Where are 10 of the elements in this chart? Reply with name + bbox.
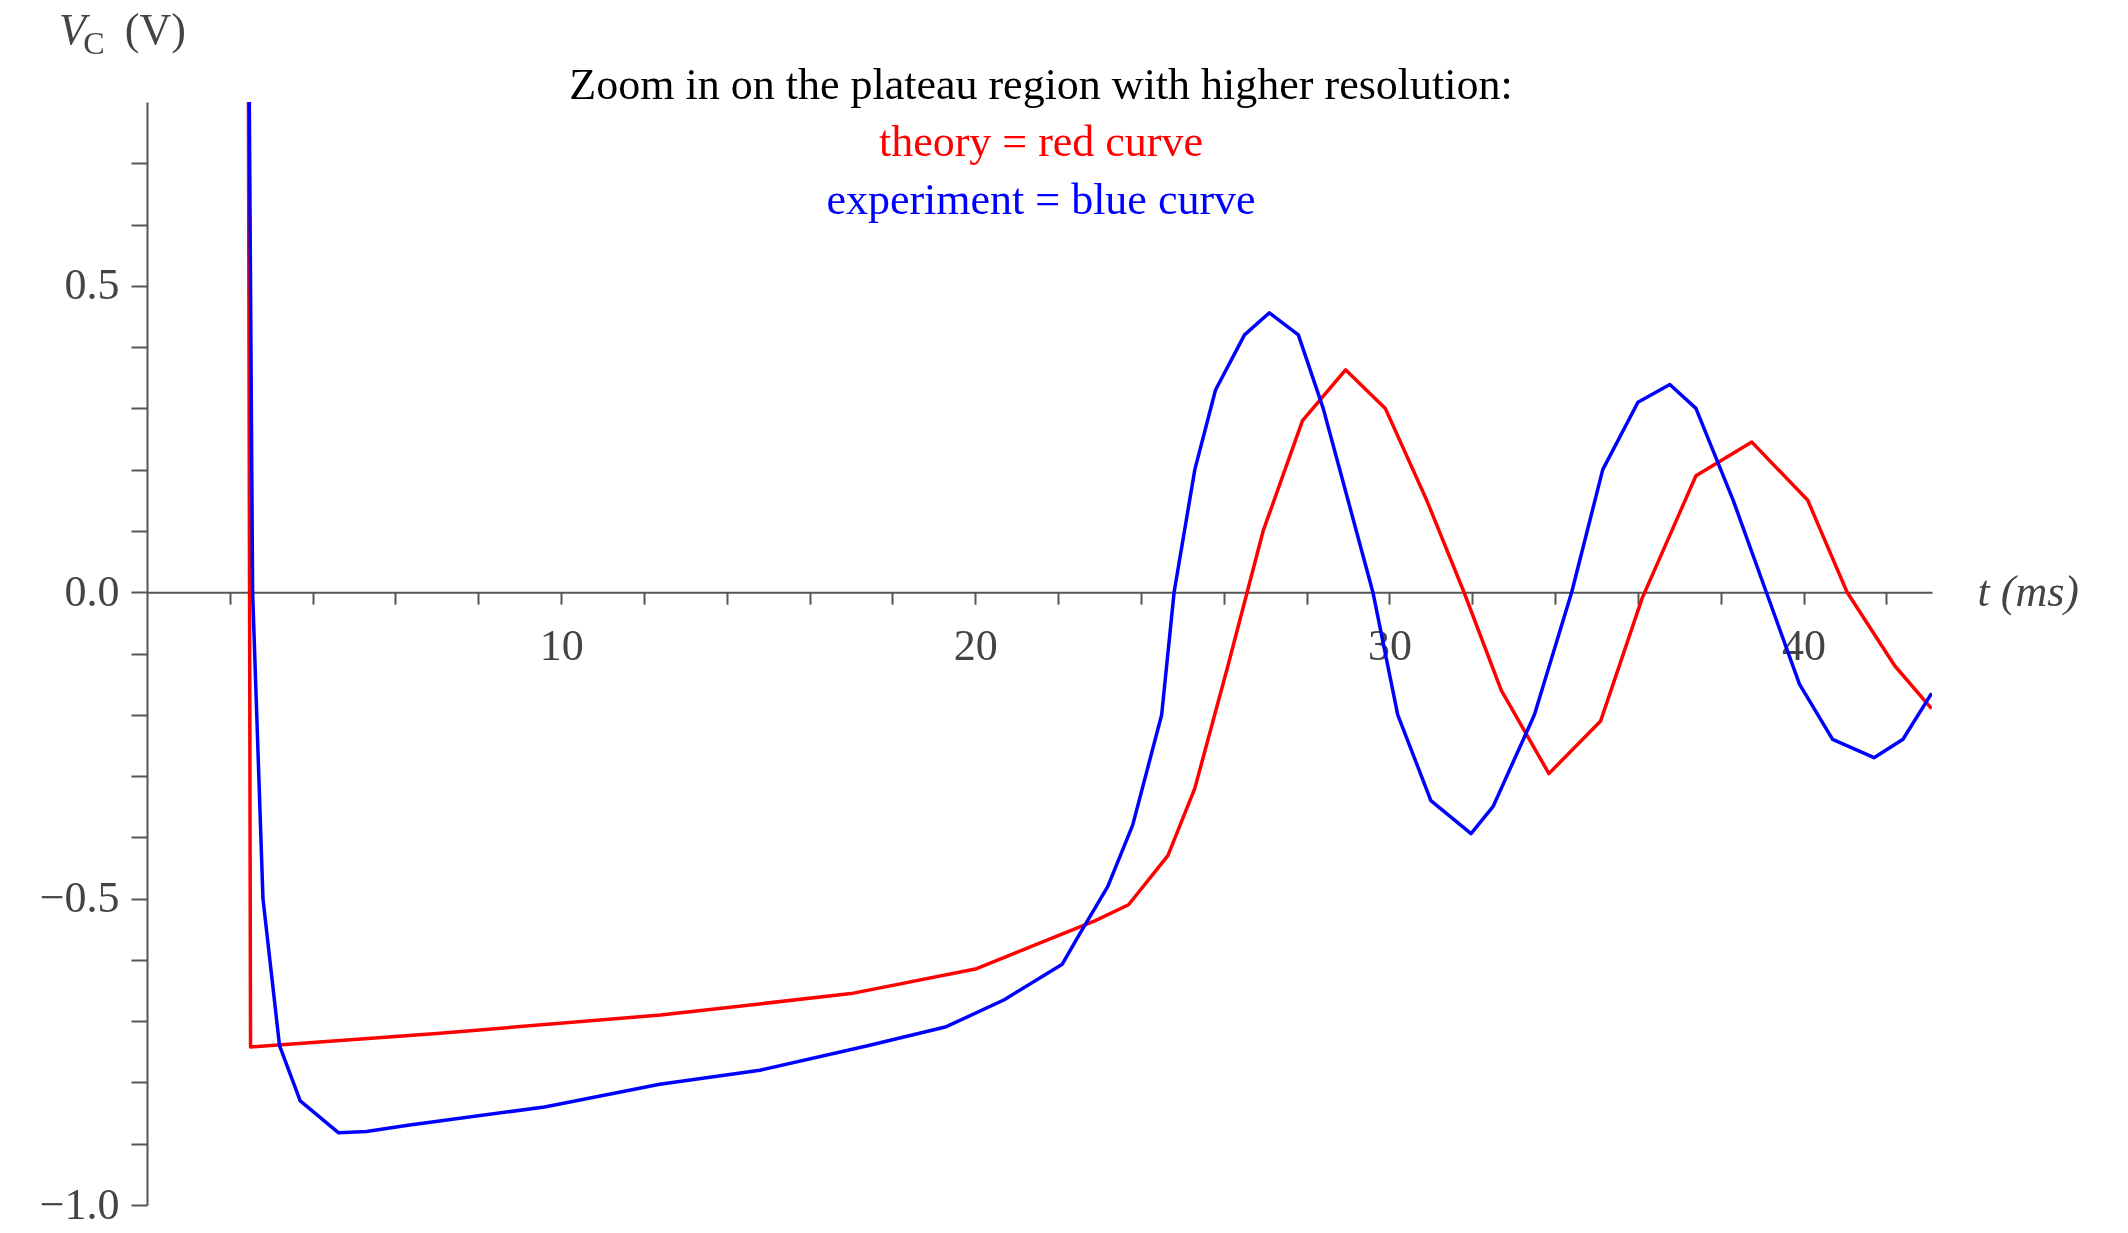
y-tick-label: 0.0	[64, 566, 120, 616]
y-tick-label: −1.0	[39, 1179, 120, 1229]
text: theory = red curve	[878, 117, 1204, 166]
text: experiment = blue curve	[826, 175, 1256, 224]
x-axis-title: t (ms)	[1977, 566, 2079, 616]
y-tick-label: −0.5	[39, 873, 120, 923]
x-tick-label: 10	[539, 620, 584, 670]
y-tick-label: 0.5	[64, 260, 120, 310]
x-tick-label: 20	[953, 620, 998, 670]
chart-title: Zoom in on the plateau region with higher resolution:	[569, 60, 1513, 109]
